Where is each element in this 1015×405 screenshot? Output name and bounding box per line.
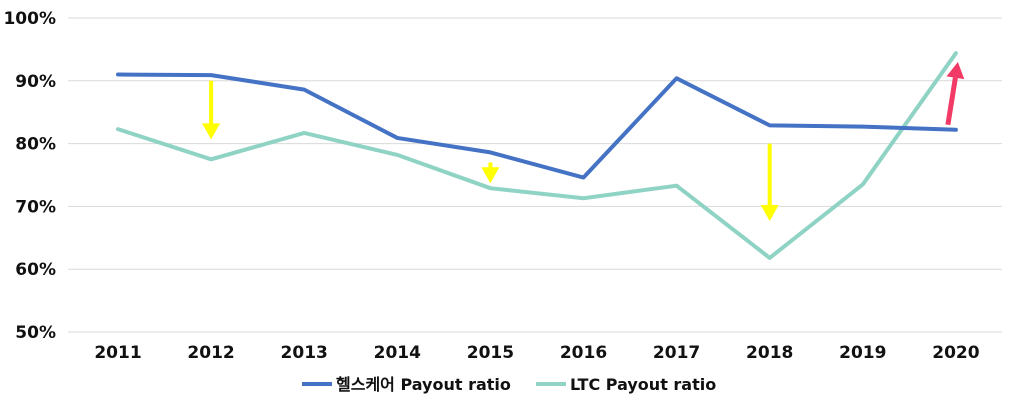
series-lines	[116, 51, 958, 260]
x-tick-label: 2012	[187, 343, 234, 363]
x-axis-tick-labels: 2011 2012 2013 2014 2015 2016 2017 2018 2019 2020	[94, 343, 979, 363]
x-tick-label: 2013	[281, 343, 328, 363]
legend-label-2: LTC Payout ratio	[570, 375, 716, 394]
y-axis-tick-labels: 50% 60% 70% 80% 90% 100%	[3, 9, 56, 343]
annotation-arrow-down-3	[760, 143, 779, 221]
x-tick-label: 2017	[653, 343, 700, 363]
x-tick-label: 2015	[467, 343, 514, 363]
annotation-arrows	[202, 61, 965, 221]
y-tick-label: 80%	[15, 135, 56, 155]
y-tick-label: 90%	[15, 72, 56, 92]
legend-label-1: 헬스케어 Payout ratio	[336, 375, 511, 394]
x-tick-label: 2016	[560, 343, 607, 363]
series-line-1	[116, 72, 958, 180]
gridlines	[68, 17, 1002, 333]
y-tick-label: 100%	[3, 9, 56, 29]
y-tick-label: 50%	[15, 323, 56, 343]
legend: 헬스케어 Payout ratio LTC Payout ratio	[302, 375, 716, 394]
y-tick-label: 60%	[15, 260, 56, 280]
x-tick-label: 2020	[932, 343, 979, 363]
annotation-arrow-down-1	[202, 80, 221, 140]
x-tick-label: 2018	[746, 343, 793, 363]
arrow-head	[202, 123, 221, 140]
series-line-2	[116, 51, 958, 260]
arrow-head	[481, 167, 500, 184]
y-tick-label: 70%	[15, 197, 56, 217]
arrow-head	[946, 61, 965, 80]
x-tick-label: 2014	[374, 343, 421, 363]
x-tick-label: 2011	[94, 343, 141, 363]
annotation-arrow-down-2	[481, 162, 500, 184]
arrow-shaft	[945, 77, 958, 126]
x-tick-label: 2019	[839, 343, 886, 363]
annotation-arrow-up-4	[945, 61, 965, 126]
arrow-head	[760, 204, 779, 221]
